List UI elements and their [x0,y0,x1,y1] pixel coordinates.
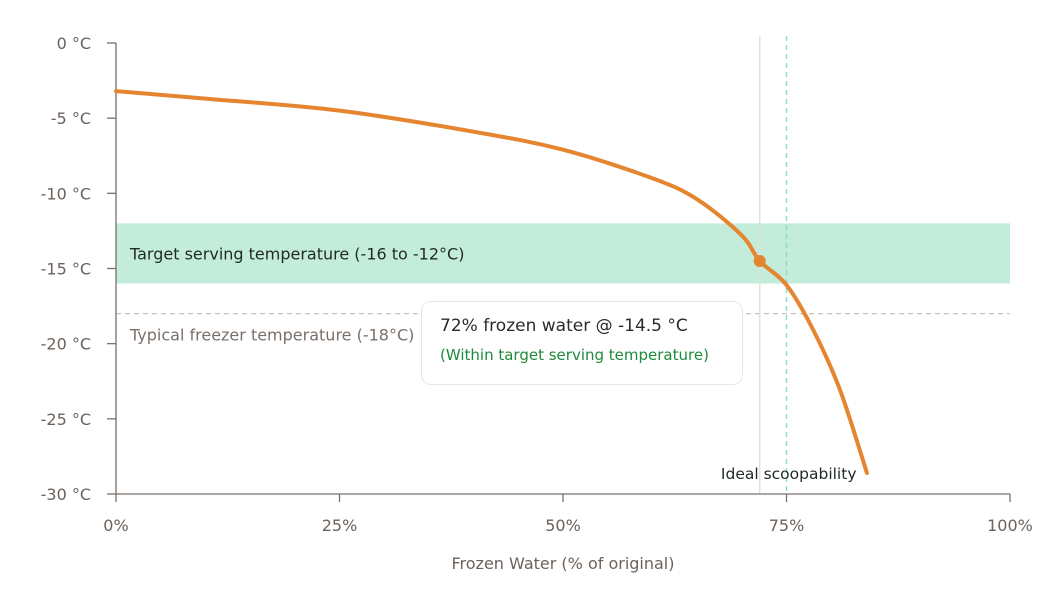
y-tick-label: 0 °C [57,34,91,53]
target-band [116,223,1010,284]
y-tick-label: -25 °C [41,410,91,429]
freezing-curve [114,89,869,475]
freezer-label: Typical freezer temperature (-18°C) [129,326,414,345]
x-tick-label: 50% [545,516,581,535]
x-tick-label: 25% [322,516,358,535]
x-tick-label: 75% [769,516,805,535]
x-axis-label: Frozen Water (% of original) [452,554,675,573]
scoopability-label: Ideal scoopability [721,465,857,483]
x-tick-label: 100% [987,516,1033,535]
band-label: Target serving temperature (-16 to -12°C… [129,244,464,263]
y-tick-label: -5 °C [51,109,91,128]
highlight-point [753,254,766,267]
x-tick-label: 0% [103,516,128,535]
y-tick-label: -30 °C [41,485,91,504]
y-tick-label: -20 °C [41,335,91,354]
y-tick-label: -10 °C [41,184,91,203]
tooltip: 72% frozen water @ -14.5 °C (Within targ… [421,301,743,385]
y-tick-label: -15 °C [41,260,91,279]
tooltip-title: 72% frozen water @ -14.5 °C [440,316,688,336]
tooltip-status: (Within target serving temperature) [440,346,709,364]
